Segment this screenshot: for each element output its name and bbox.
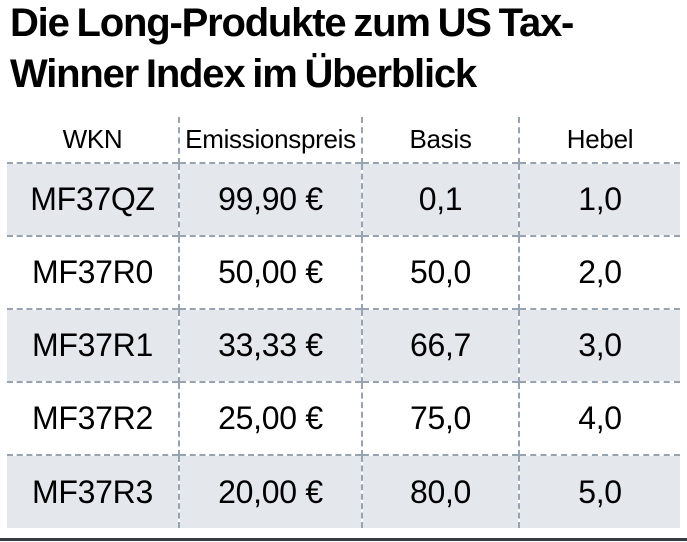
cell-basis: 0,1 — [361, 163, 519, 236]
page-title-line1: Die Long-Produkte zum US Tax- — [10, 1, 574, 45]
cell-wkn: MF37R2 — [32, 400, 153, 436]
cell-basis: 80,0 — [361, 455, 519, 528]
table-row: MF37R1 33,33 € 66,7 3,0 — [7, 309, 680, 382]
cell-basis: 66,7 — [361, 309, 519, 382]
cell-emissionspreis: 33,33 € — [178, 309, 362, 382]
column-header-basis: Basis — [361, 117, 519, 163]
cell-hebel: 1,0 — [518, 163, 680, 236]
cell-wkn: MF37R3 — [32, 473, 153, 510]
cell-hebel: 2,0 — [518, 236, 680, 309]
cell-hebel: 4,0 — [518, 382, 680, 455]
cell-basis: 50,0 — [361, 236, 519, 309]
cell-emissionspreis: 20,00 € — [178, 455, 362, 528]
cell-wkn: MF37R1 — [32, 327, 153, 363]
table-row: MF37R0 50,00 € 50,0 2,0 — [7, 236, 680, 309]
bottom-rule — [0, 538, 687, 541]
cell-emissionspreis: 99,90 € — [178, 163, 362, 236]
cell-emissionspreis: 50,00 € — [178, 236, 362, 309]
cell-wkn: MF37QZ — [30, 181, 155, 217]
cell-wkn: MF37R0 — [32, 254, 153, 290]
column-header-hebel: Hebel — [518, 117, 680, 163]
cell-hebel: 3,0 — [518, 309, 680, 382]
page-title: Die Long-Produkte zum US Tax- Winner Inde… — [10, 0, 574, 100]
cell-basis: 75,0 — [361, 382, 519, 455]
cell-hebel: 5,0 — [518, 455, 680, 528]
table-row: MF37QZ 99,90 € 0,1 1,0 — [7, 163, 680, 236]
cell-emissionspreis: 25,00 € — [178, 382, 362, 455]
page-title-line2: Winner Index im Überblick — [10, 52, 477, 96]
products-table: WKN Emissionspreis Basis Hebel MF37QZ 99… — [7, 117, 680, 528]
column-header-emissionspreis: Emissionspreis — [178, 117, 362, 163]
table-row: MF37R2 25,00 € 75,0 4,0 — [7, 382, 680, 455]
column-header-wkn: WKN — [62, 124, 123, 154]
table-row: MF37R3 20,00 € 80,0 5,0 — [7, 455, 680, 528]
table-header-row: WKN Emissionspreis Basis Hebel — [7, 117, 680, 163]
